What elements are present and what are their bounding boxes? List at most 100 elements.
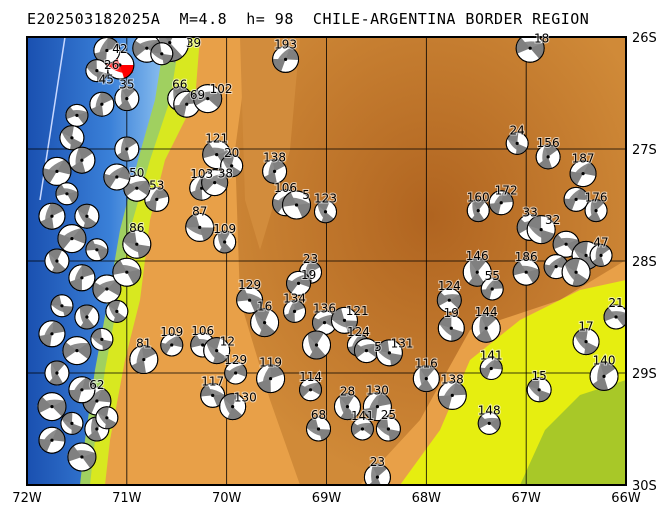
beachball[interactable] xyxy=(283,299,307,323)
beachball[interactable] xyxy=(66,144,97,176)
beachball[interactable] xyxy=(58,410,86,437)
beachball[interactable] xyxy=(330,306,358,334)
beachball[interactable] xyxy=(374,338,404,367)
beachball[interactable] xyxy=(487,189,515,218)
beachball[interactable] xyxy=(374,416,402,443)
beachball[interactable] xyxy=(35,423,68,457)
beachball[interactable] xyxy=(566,156,600,191)
beachball[interactable] xyxy=(199,333,234,368)
hypocenter-dot xyxy=(283,57,288,61)
beachball[interactable] xyxy=(245,303,284,341)
beachball[interactable] xyxy=(503,129,532,157)
beachball[interactable] xyxy=(433,284,465,316)
beachball[interactable] xyxy=(119,170,155,205)
beachball[interactable] xyxy=(92,403,121,432)
beachball[interactable] xyxy=(71,200,104,232)
beachball[interactable] xyxy=(235,286,264,314)
beachball[interactable] xyxy=(66,374,97,406)
beachball[interactable] xyxy=(256,363,286,394)
beachball[interactable] xyxy=(347,414,377,444)
beachball[interactable] xyxy=(475,409,504,438)
event-depth-label: 193 xyxy=(274,37,297,51)
beachball[interactable] xyxy=(361,460,394,494)
beachball[interactable] xyxy=(435,312,467,344)
hypocenter-dot xyxy=(70,237,74,241)
beachball[interactable] xyxy=(38,319,66,348)
beachball[interactable] xyxy=(436,378,469,412)
beachball[interactable] xyxy=(295,375,325,405)
hypocenter-dot xyxy=(105,416,109,420)
beachball[interactable] xyxy=(89,91,115,118)
hypocenter-dot xyxy=(515,141,519,145)
beachball[interactable] xyxy=(330,389,366,425)
beachball[interactable] xyxy=(58,332,96,370)
beachball[interactable] xyxy=(40,244,73,277)
beachball[interactable] xyxy=(362,391,393,422)
lon-tick-label: 67W xyxy=(511,491,541,506)
beachball[interactable] xyxy=(569,325,603,359)
beachball[interactable] xyxy=(189,80,227,117)
beachball[interactable] xyxy=(149,42,174,66)
beachball[interactable] xyxy=(99,159,134,194)
hypocenter-dot xyxy=(614,315,618,319)
beachball[interactable] xyxy=(157,330,186,360)
beachball[interactable] xyxy=(458,253,496,291)
beachball[interactable] xyxy=(282,267,315,300)
hypocenter-dot xyxy=(345,405,350,409)
beachball[interactable] xyxy=(38,202,66,231)
beachball[interactable] xyxy=(477,354,505,382)
beachball[interactable] xyxy=(297,326,335,365)
beachball[interactable] xyxy=(524,375,554,404)
beachball[interactable] xyxy=(582,196,610,225)
beachball[interactable] xyxy=(512,30,548,65)
beachball[interactable] xyxy=(89,327,115,352)
beachball[interactable] xyxy=(50,294,74,318)
beachball[interactable] xyxy=(83,58,110,84)
beachball[interactable] xyxy=(561,184,591,215)
beachball[interactable] xyxy=(524,213,559,247)
beachball[interactable] xyxy=(215,389,251,425)
beachball[interactable] xyxy=(221,358,251,388)
beachball[interactable] xyxy=(70,301,103,334)
beachball[interactable] xyxy=(281,190,312,220)
beachball[interactable] xyxy=(350,334,383,367)
beachball[interactable] xyxy=(128,344,159,376)
beachball[interactable] xyxy=(479,276,505,302)
beachball[interactable] xyxy=(210,227,240,257)
beachball[interactable] xyxy=(588,242,615,269)
beachball[interactable] xyxy=(511,257,542,287)
beachball[interactable] xyxy=(200,382,226,408)
beachball[interactable] xyxy=(54,181,80,206)
beachball[interactable] xyxy=(41,357,73,389)
beachball[interactable] xyxy=(64,440,99,474)
beachball[interactable] xyxy=(144,186,170,212)
beachball[interactable] xyxy=(463,196,493,226)
beachball[interactable] xyxy=(85,238,109,262)
beachball[interactable] xyxy=(88,270,127,309)
event-depth-label: 156 xyxy=(537,136,560,150)
beachball[interactable] xyxy=(93,37,121,65)
beachball[interactable] xyxy=(56,122,88,153)
beachball[interactable] xyxy=(38,153,75,191)
beachball[interactable] xyxy=(113,134,141,163)
beachball[interactable] xyxy=(305,416,332,442)
beachball[interactable] xyxy=(409,361,444,396)
beachball[interactable] xyxy=(270,43,302,76)
beachball[interactable] xyxy=(111,256,144,287)
beachball[interactable] xyxy=(33,388,70,424)
beachball[interactable] xyxy=(121,229,153,260)
beachball[interactable] xyxy=(217,151,247,180)
beachball[interactable] xyxy=(197,165,233,201)
beachball[interactable] xyxy=(587,359,621,394)
beachball[interactable] xyxy=(68,263,96,292)
beachball[interactable] xyxy=(468,310,504,347)
beachball[interactable] xyxy=(102,296,132,326)
beachball[interactable] xyxy=(53,219,91,258)
beachball[interactable] xyxy=(533,142,562,172)
beachball[interactable] xyxy=(557,253,595,291)
beachball[interactable] xyxy=(184,212,215,242)
beachball[interactable] xyxy=(310,197,340,227)
beachball[interactable] xyxy=(261,157,288,185)
beachball[interactable] xyxy=(111,83,142,115)
beachball[interactable] xyxy=(63,102,91,129)
